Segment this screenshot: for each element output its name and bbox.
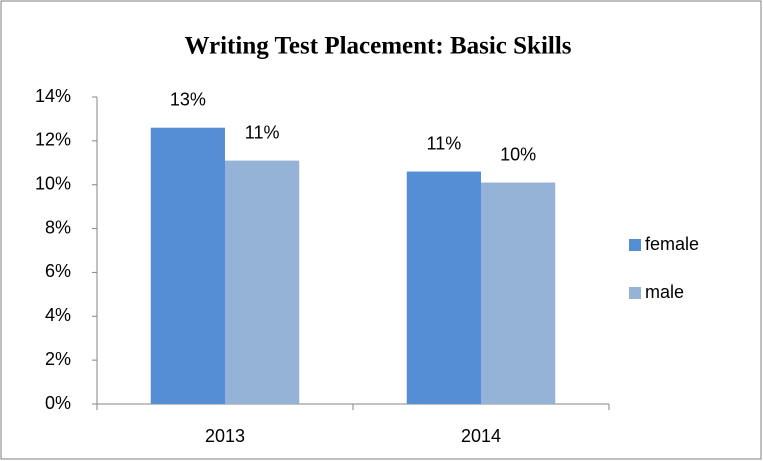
- value-label: 11%: [427, 133, 462, 153]
- legend-label: female: [645, 234, 699, 254]
- y-tick-label: 8%: [45, 217, 71, 237]
- y-tick-label: 6%: [45, 261, 71, 281]
- bar: [481, 182, 556, 404]
- y-tick-label: 4%: [45, 305, 71, 325]
- bar: [406, 171, 481, 404]
- legend-swatch: [629, 239, 641, 251]
- value-label: 11%: [245, 122, 280, 142]
- x-tick-label: 2014: [461, 426, 501, 446]
- value-label: 10%: [500, 144, 536, 164]
- value-label: 13%: [170, 89, 206, 109]
- legend-label: male: [645, 282, 684, 302]
- y-tick-label: 12%: [35, 130, 71, 150]
- bar: [150, 127, 225, 404]
- bar: [225, 160, 300, 404]
- y-tick-label: 0%: [45, 393, 71, 413]
- y-tick-label: 10%: [35, 173, 71, 193]
- chart-title: Writing Test Placement: Basic Skills: [184, 33, 571, 60]
- legend-swatch: [629, 287, 641, 299]
- y-tick-label: 2%: [45, 349, 71, 369]
- y-tick-label: 14%: [35, 86, 71, 106]
- x-tick-label: 2013: [205, 426, 245, 446]
